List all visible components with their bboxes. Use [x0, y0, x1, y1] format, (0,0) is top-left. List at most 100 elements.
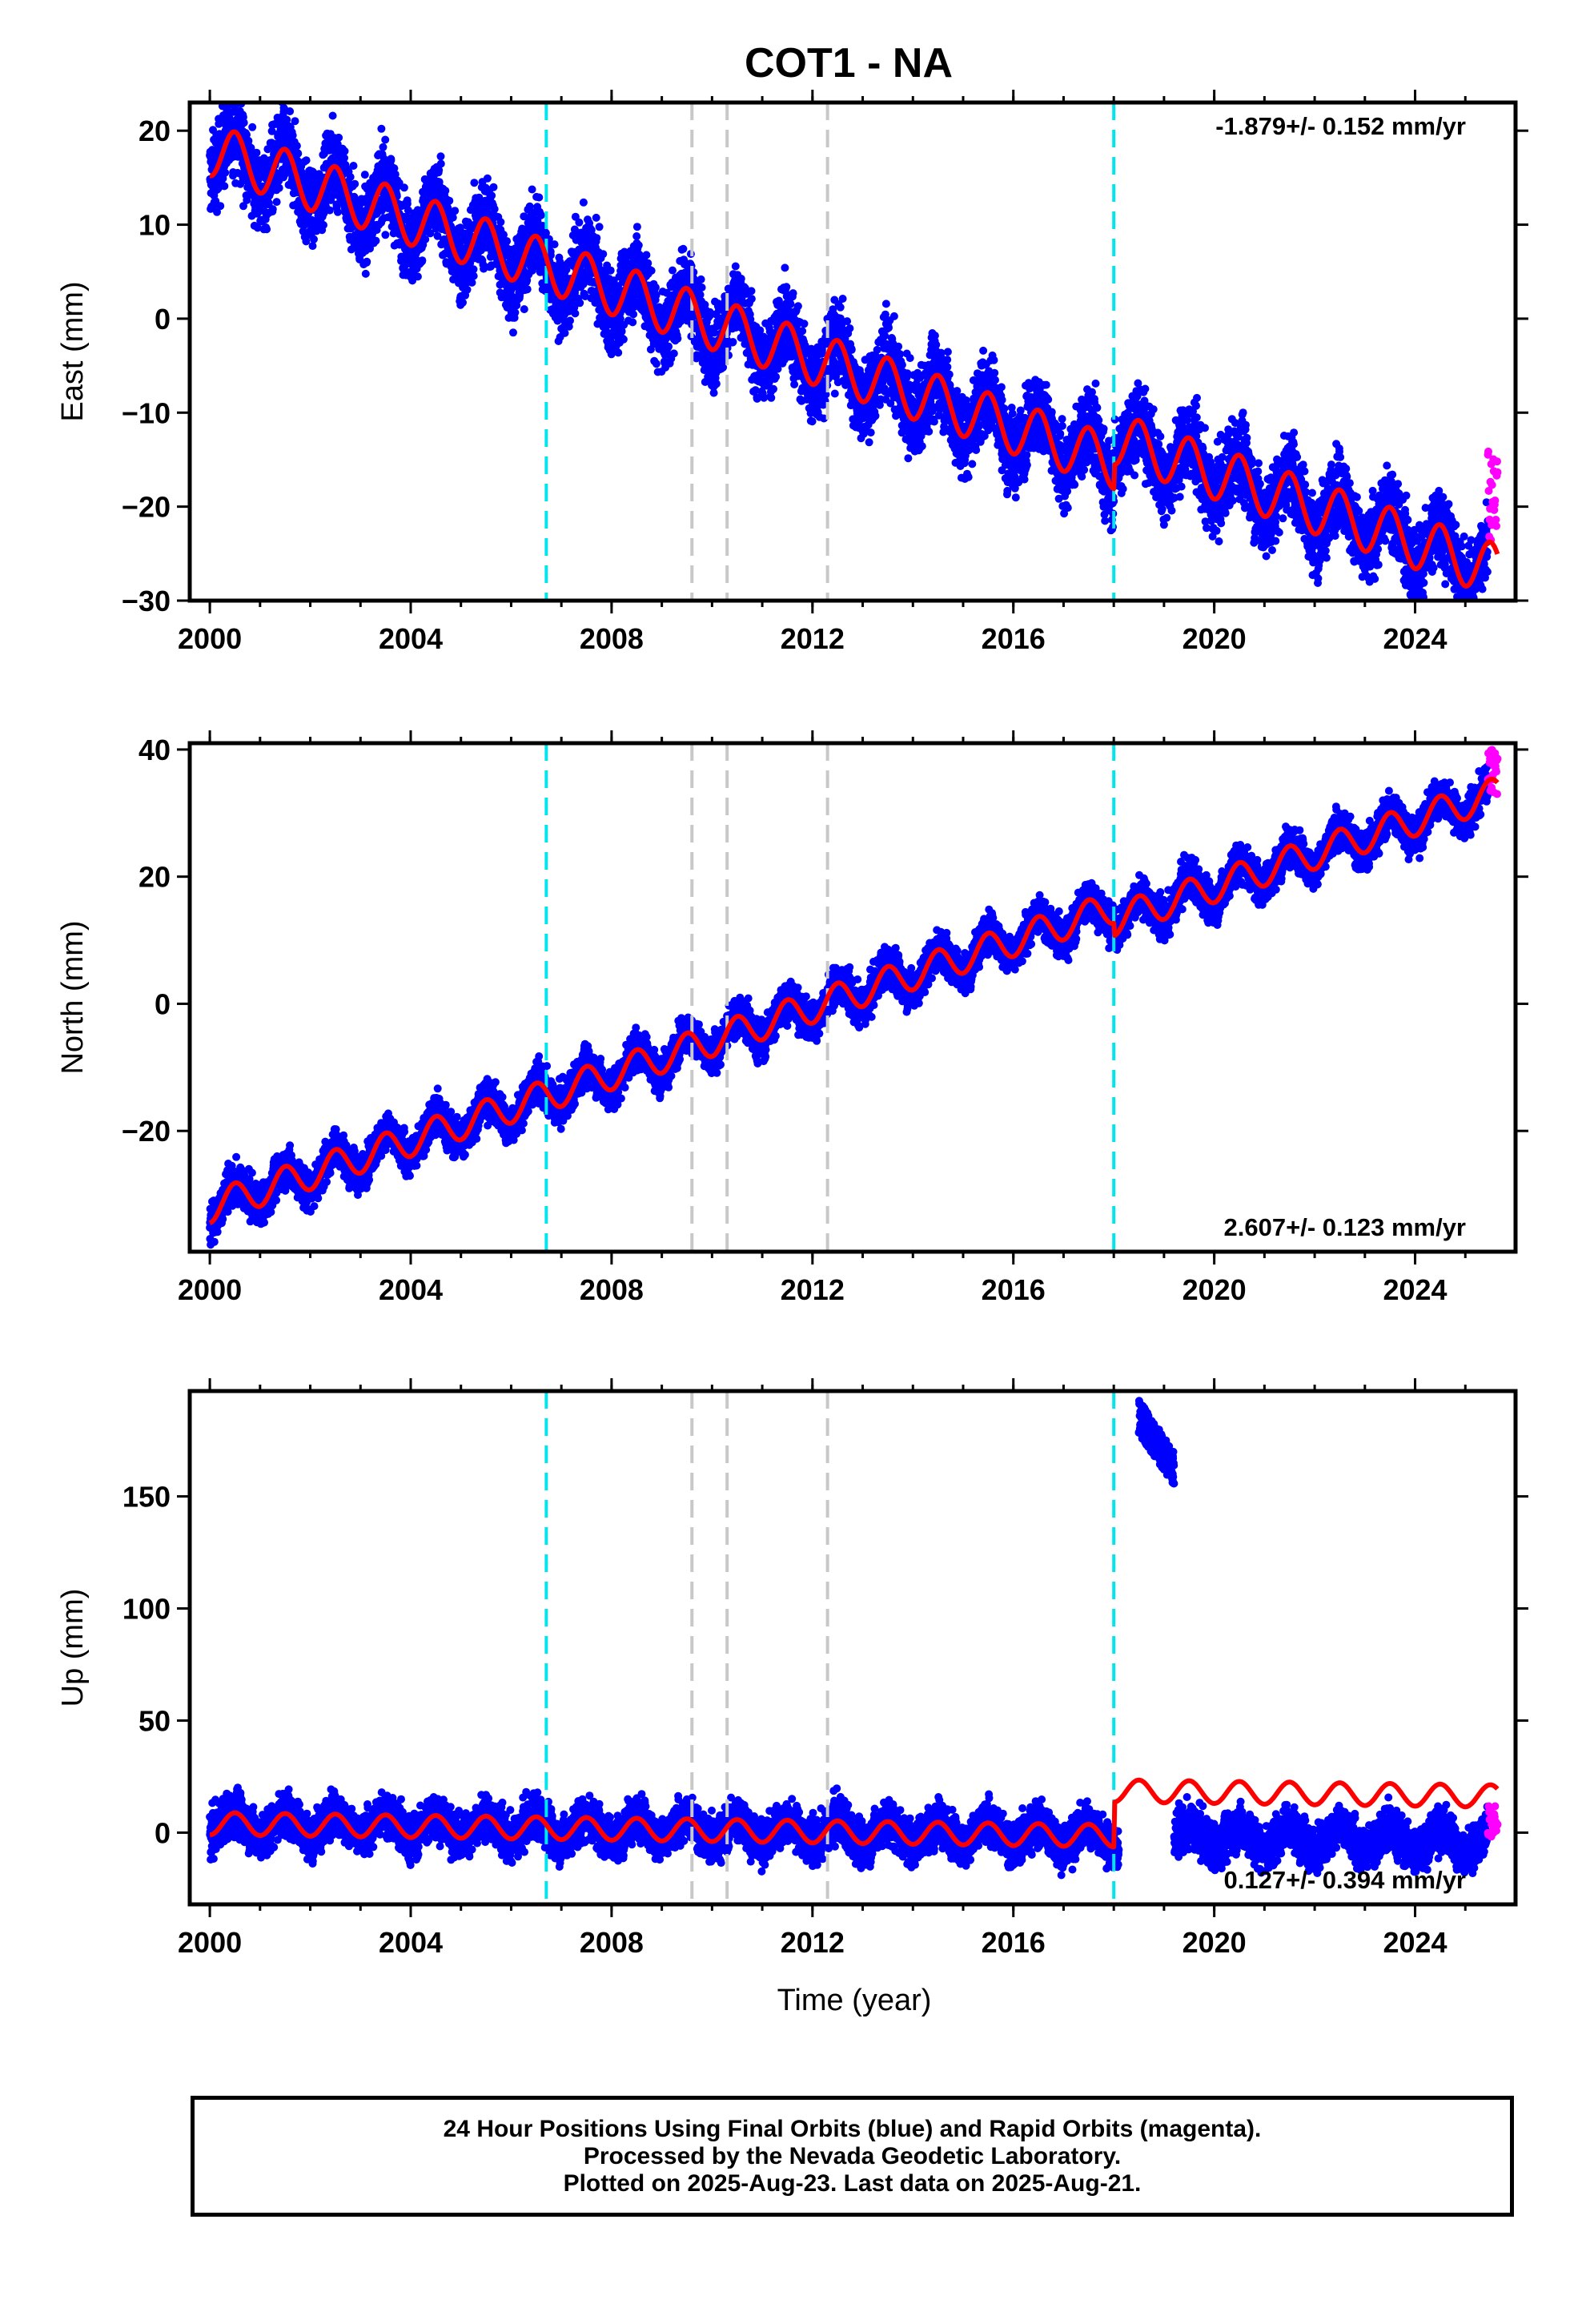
data-point — [885, 324, 893, 332]
chart-title: COT1 - NA — [745, 40, 953, 86]
data-point — [448, 213, 457, 222]
data-point — [697, 283, 706, 292]
data-point — [647, 267, 656, 275]
data-point — [263, 225, 271, 234]
panel-east: 2000 2004 2008 2012 2016 2020 202420100−10−20−… — [56, 86, 1528, 655]
data-point — [215, 130, 224, 139]
data-point — [866, 428, 875, 437]
data-point — [264, 199, 273, 207]
data-point — [889, 312, 898, 320]
data-point — [599, 250, 608, 259]
data-point — [592, 234, 601, 243]
data-point — [535, 193, 544, 202]
data-point — [652, 360, 661, 368]
data-point — [843, 317, 852, 326]
data-point — [731, 262, 740, 271]
data-point — [436, 152, 445, 161]
data-point — [310, 235, 318, 243]
data-point — [523, 285, 532, 294]
data-point — [830, 389, 839, 398]
data-point — [782, 283, 791, 292]
data-point — [293, 156, 302, 165]
data-point — [943, 363, 952, 372]
data-point — [379, 143, 387, 151]
data-point — [595, 223, 604, 231]
data-point — [772, 372, 781, 381]
data-point — [845, 324, 854, 332]
data-point — [881, 300, 890, 308]
data-point — [351, 179, 359, 188]
data-point — [642, 251, 651, 259]
data-point — [395, 179, 404, 187]
data-point — [925, 427, 934, 436]
data-point — [213, 207, 221, 216]
data-point — [917, 442, 926, 451]
data-point — [793, 302, 802, 311]
plot-area-east — [206, 86, 1502, 601]
data-point — [413, 272, 422, 281]
data-point — [614, 348, 623, 357]
data-point — [469, 271, 478, 280]
data-point — [239, 202, 247, 211]
data-point — [335, 133, 343, 142]
data-point — [520, 305, 528, 314]
data-point — [488, 191, 496, 200]
data-point — [747, 287, 756, 296]
data-point — [340, 154, 348, 163]
data-point — [463, 285, 472, 294]
data-point — [436, 159, 445, 168]
data-point — [360, 171, 369, 179]
data-point — [904, 454, 913, 463]
data-point — [847, 345, 856, 354]
data-point — [945, 370, 954, 379]
data-point — [253, 223, 262, 232]
data-point — [363, 257, 371, 266]
data-point — [226, 90, 234, 98]
data-point — [536, 211, 545, 219]
data-point — [483, 174, 492, 183]
data-point — [769, 384, 777, 393]
data-point — [263, 145, 272, 154]
data-point — [905, 354, 914, 363]
data-point — [441, 187, 450, 195]
data-point — [560, 328, 569, 337]
data-point — [747, 295, 756, 304]
data-point — [881, 332, 889, 340]
data-point — [629, 310, 638, 319]
data-point — [272, 198, 281, 207]
data-point — [418, 256, 427, 265]
data-point — [619, 335, 628, 344]
data-point — [496, 218, 505, 227]
data-point — [943, 356, 952, 364]
data-point — [669, 266, 677, 275]
data-point — [291, 117, 299, 126]
data-point — [243, 131, 251, 139]
data-point — [781, 263, 789, 272]
data-point — [489, 183, 498, 191]
data-point — [571, 309, 580, 318]
data-point — [315, 170, 323, 179]
data-point — [808, 417, 817, 426]
data-point — [381, 135, 390, 144]
data-point — [244, 136, 253, 145]
data-point — [697, 275, 705, 283]
data-point — [226, 86, 234, 94]
data-point — [308, 242, 317, 251]
data-point — [400, 183, 408, 192]
data-point — [896, 350, 905, 359]
data-point — [579, 198, 588, 207]
data-point — [403, 199, 412, 208]
data-point — [503, 237, 512, 246]
data-point — [712, 380, 721, 388]
data-point — [349, 162, 358, 170]
data-point — [286, 107, 295, 115]
data-point — [220, 182, 229, 191]
data-point — [838, 295, 847, 303]
data-point — [932, 340, 941, 349]
data-point — [283, 115, 291, 124]
data-point — [632, 223, 641, 231]
data-point — [511, 308, 520, 317]
data-point — [632, 232, 641, 240]
data-point — [233, 90, 241, 98]
